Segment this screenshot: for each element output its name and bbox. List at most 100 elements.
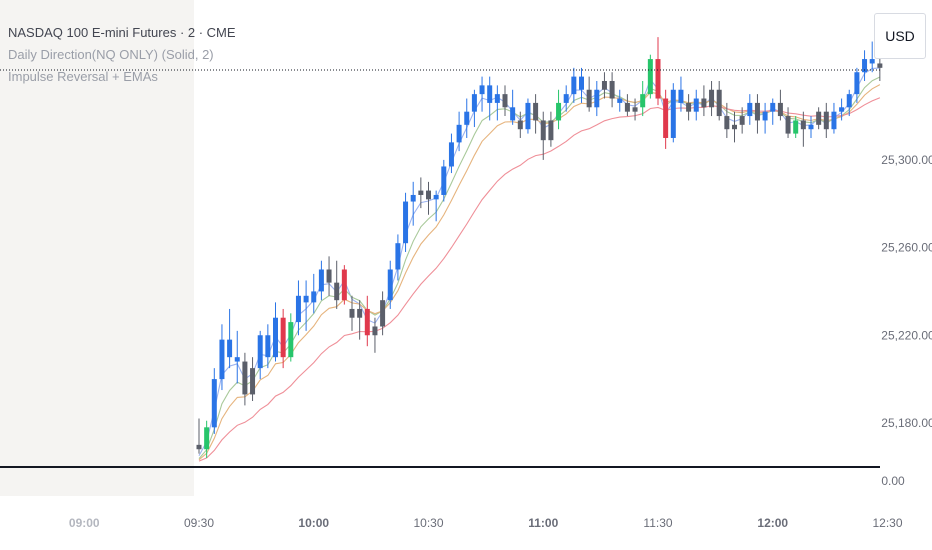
candle-body — [510, 107, 516, 121]
candle-body — [747, 102, 753, 117]
candle — [471, 89, 477, 128]
candle — [739, 107, 745, 134]
candle — [678, 76, 684, 112]
price-axis[interactable]: 25,300.00 25,260.00 25,220.00 25,180.00 0.00 — [881, 153, 932, 488]
candle-body — [341, 269, 347, 301]
candle-body — [846, 94, 852, 108]
candle — [265, 324, 271, 369]
chart-legend: NASDAQ 100 E-mini Futures · 2 · CME Dail… — [8, 22, 236, 88]
candle-body — [364, 308, 370, 336]
candle — [204, 420, 210, 458]
candle-body — [877, 63, 883, 68]
candle-body — [632, 107, 638, 112]
candle — [563, 85, 569, 112]
candle — [533, 94, 539, 134]
candle — [364, 295, 370, 347]
candle — [686, 94, 692, 121]
candle-body — [732, 124, 737, 130]
candle-body — [227, 339, 233, 358]
candle-body — [754, 102, 760, 121]
candle-body — [556, 102, 562, 121]
candle — [280, 308, 286, 369]
candle-body — [770, 102, 776, 112]
candle-body — [624, 102, 630, 112]
candle-body — [647, 59, 653, 95]
time-tick-label: 10:00 — [298, 516, 329, 530]
candle-body — [854, 72, 860, 95]
candle-body — [257, 335, 263, 369]
candle — [250, 357, 256, 402]
candle-body — [869, 59, 875, 64]
candle — [510, 89, 516, 125]
currency-button[interactable]: USD — [874, 13, 926, 59]
candle-body — [250, 368, 256, 395]
candle-body — [709, 89, 715, 108]
time-axis[interactable]: 08:3009:0009:3010:0010:3011:0011:3012:00… — [0, 516, 932, 530]
candle — [869, 41, 875, 73]
candle — [793, 116, 799, 138]
candle-body — [716, 89, 722, 117]
candle — [762, 102, 768, 134]
candle-body — [479, 85, 485, 95]
indicator-impulse-reversal[interactable]: Impulse Reversal + EMAs — [8, 69, 158, 84]
candle — [410, 181, 416, 226]
zero-label: 0.00 — [881, 474, 905, 488]
candle — [311, 273, 317, 314]
price-tick-label: 25,260.00 — [881, 241, 932, 255]
candle — [831, 102, 837, 134]
candle — [617, 89, 623, 112]
time-tick-label: 09:00 — [69, 516, 100, 530]
candle-body — [808, 124, 814, 130]
candle-body — [609, 80, 615, 99]
candle — [219, 324, 225, 391]
candle — [747, 94, 753, 125]
candle-body — [655, 59, 661, 99]
indicator-daily-direction[interactable]: Daily Direction(NQ ONLY) (Solid, 2) — [8, 47, 214, 62]
candle-body — [663, 98, 669, 138]
candle-body — [372, 326, 378, 336]
candle-body — [441, 166, 447, 195]
candle-body — [525, 102, 531, 130]
candle-body — [273, 317, 278, 358]
candle-body — [380, 300, 386, 327]
candle — [433, 190, 439, 222]
candle — [586, 76, 592, 112]
candle — [426, 181, 431, 215]
candle — [326, 256, 332, 296]
candle-body — [448, 142, 454, 167]
candle — [403, 192, 409, 252]
candle-body — [288, 322, 294, 358]
candle — [754, 94, 760, 134]
time-tick-label: 10:30 — [413, 516, 443, 530]
candle-body — [686, 102, 692, 112]
candle-body — [387, 269, 393, 301]
candles — [196, 37, 883, 458]
candle-body — [410, 194, 416, 202]
candle-body — [601, 80, 607, 90]
candle-body — [816, 111, 822, 125]
price-tick-label: 25,300.00 — [881, 153, 932, 167]
candle — [525, 98, 531, 134]
candle-body — [418, 190, 424, 195]
candle-body — [617, 98, 623, 103]
candle — [594, 80, 600, 117]
candle-body — [724, 116, 730, 130]
candle — [227, 308, 233, 369]
candle — [800, 111, 806, 147]
candle — [655, 37, 661, 106]
symbol-title[interactable]: NASDAQ 100 E-mini Futures · 2 · CME — [8, 25, 236, 40]
candle-body — [265, 335, 271, 358]
candle — [456, 111, 462, 152]
ema_mid-line — [198, 76, 881, 459]
candle — [808, 116, 814, 138]
candle-body — [334, 282, 340, 301]
time-tick-label: 11:00 — [528, 516, 558, 530]
candle-body — [693, 98, 699, 112]
candle-body — [502, 94, 508, 108]
ema-lines — [198, 67, 881, 462]
candle — [273, 302, 278, 362]
time-tick-label: 09:30 — [184, 516, 214, 530]
candle-body — [517, 120, 523, 130]
premarket-shading — [0, 0, 194, 496]
